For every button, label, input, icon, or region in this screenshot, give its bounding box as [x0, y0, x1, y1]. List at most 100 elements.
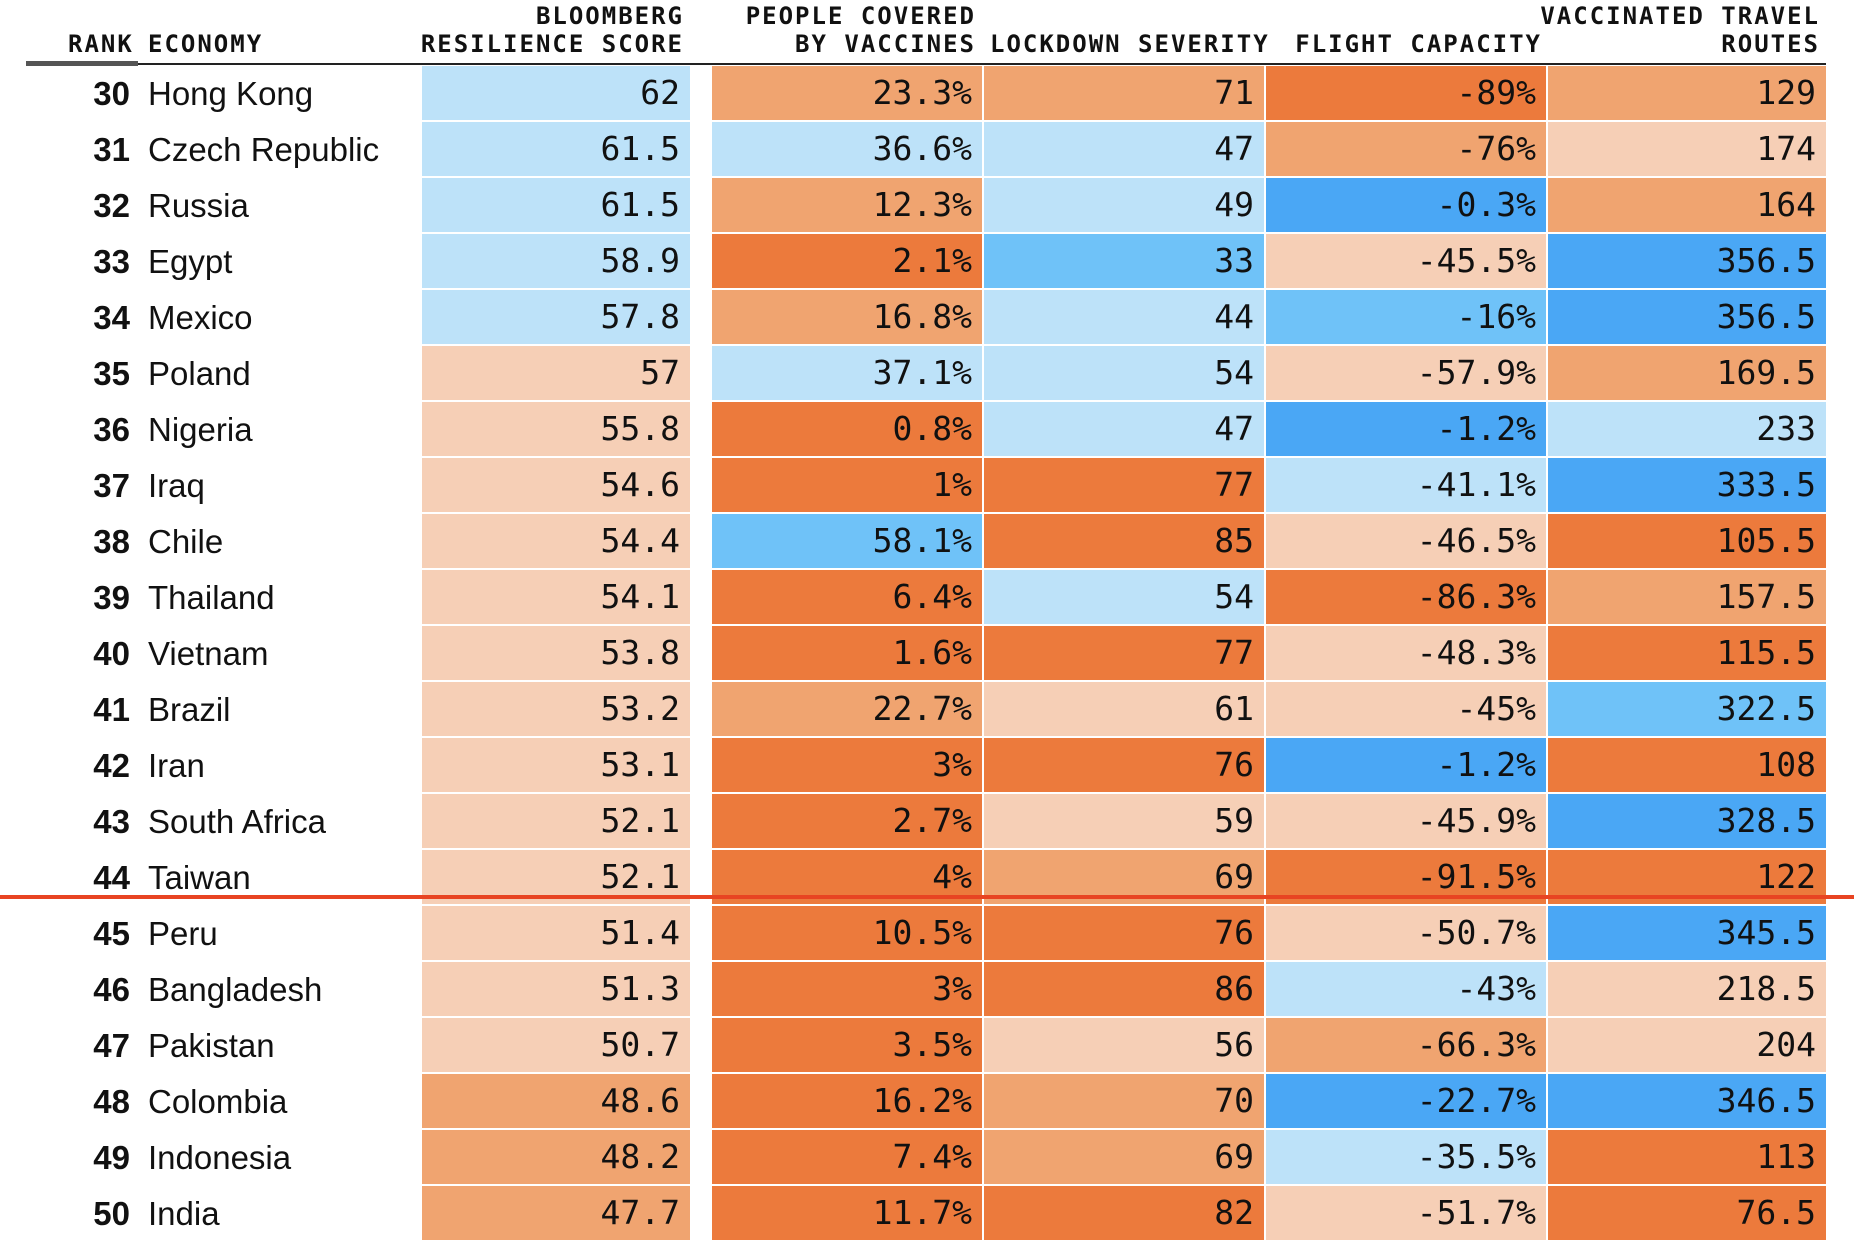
cell-vaccine-coverage: 23.3%	[712, 66, 982, 120]
cell-lockdown-severity: 54	[984, 570, 1264, 624]
cell-travel-routes: 105.5	[1548, 514, 1826, 568]
header-flight-capacity: FLIGHT CAPACITY	[1295, 30, 1542, 58]
economy-name: Vietnam	[148, 635, 269, 672]
cell-flight-capacity: -89%	[1266, 66, 1546, 120]
cell-travel-routes: 169.5	[1548, 346, 1826, 400]
cell-vaccine-coverage: 11.7%	[712, 1186, 982, 1240]
rank-number: 41	[93, 691, 130, 728]
economy-name: Pakistan	[148, 1027, 275, 1064]
cell-vaccine-coverage: 0.8%	[712, 402, 982, 456]
rank-number: 39	[93, 579, 130, 616]
table-row: 48 Colombia 48.6 16.2% 70 -22.7% 346.5	[0, 1074, 1854, 1130]
cell-lockdown-severity: 86	[984, 962, 1264, 1016]
cell-travel-routes: 356.5	[1548, 234, 1826, 288]
cell-lockdown-severity: 59	[984, 794, 1264, 848]
rank-number: 35	[93, 355, 130, 392]
rank-number: 49	[93, 1139, 130, 1176]
economy-name: Poland	[148, 355, 251, 392]
table-row: 42 Iran 53.1 3% 76 -1.2% 108	[0, 738, 1854, 794]
rank-number: 40	[93, 635, 130, 672]
table-row: 46 Bangladesh 51.3 3% 86 -43% 218.5	[0, 962, 1854, 1018]
cell-flight-capacity: -43%	[1266, 962, 1546, 1016]
cell-flight-capacity: -22.7%	[1266, 1074, 1546, 1128]
cell-vaccine-coverage: 6.4%	[712, 570, 982, 624]
rank-number: 46	[93, 971, 130, 1008]
cell-resilience-score: 61.5	[422, 178, 690, 232]
table-row: 36 Nigeria 55.8 0.8% 47 -1.2% 233	[0, 402, 1854, 458]
economy-name: Iraq	[148, 467, 205, 504]
table-row: 37 Iraq 54.6 1% 77 -41.1% 333.5	[0, 458, 1854, 514]
cell-travel-routes: 233	[1548, 402, 1826, 456]
rank-number: 45	[93, 915, 130, 952]
economy-name: Brazil	[148, 691, 231, 728]
cell-vaccine-coverage: 10.5%	[712, 906, 982, 960]
rank-number: 33	[93, 243, 130, 280]
cell-lockdown-severity: 69	[984, 1130, 1264, 1184]
cell-lockdown-severity: 54	[984, 346, 1264, 400]
table-row: 43 South Africa 52.1 2.7% 59 -45.9% 328.5	[0, 794, 1854, 850]
cell-flight-capacity: -45.5%	[1266, 234, 1546, 288]
cell-flight-capacity: -46.5%	[1266, 514, 1546, 568]
cell-vaccine-coverage: 1%	[712, 458, 982, 512]
table-row: 34 Mexico 57.8 16.8% 44 -16% 356.5	[0, 290, 1854, 346]
cell-lockdown-severity: 47	[984, 402, 1264, 456]
economy-name: Thailand	[148, 579, 275, 616]
table-row: 47 Pakistan 50.7 3.5% 56 -66.3% 204	[0, 1018, 1854, 1074]
cell-resilience-score: 50.7	[422, 1018, 690, 1072]
header-resilience-score: BLOOMBERG RESILIENCE SCORE	[380, 2, 684, 58]
cell-travel-routes: 164	[1548, 178, 1826, 232]
table-row: 32 Russia 61.5 12.3% 49 -0.3% 164	[0, 178, 1854, 234]
cell-lockdown-severity: 82	[984, 1186, 1264, 1240]
cell-lockdown-severity: 49	[984, 178, 1264, 232]
cell-vaccine-coverage: 16.2%	[712, 1074, 982, 1128]
table-row: 33 Egypt 58.9 2.1% 33 -45.5% 356.5	[0, 234, 1854, 290]
cell-flight-capacity: -86.3%	[1266, 570, 1546, 624]
header-vaccines-line2: BY VACCINES	[795, 30, 976, 58]
cell-vaccine-coverage: 22.7%	[712, 682, 982, 736]
header-lockdown-severity: LOCKDOWN SEVERITY	[990, 30, 1270, 58]
cell-flight-capacity: -1.2%	[1266, 402, 1546, 456]
header-resilience-score-line1: BLOOMBERG	[535, 2, 684, 30]
header-resilience-score-line2: RESILIENCE SCORE	[420, 30, 684, 58]
cell-travel-routes: 174	[1548, 122, 1826, 176]
cell-resilience-score: 54.1	[422, 570, 690, 624]
cell-resilience-score: 53.8	[422, 626, 690, 680]
cell-travel-routes: 129	[1548, 66, 1826, 120]
table-row: 41 Brazil 53.2 22.7% 61 -45% 322.5	[0, 682, 1854, 738]
cell-resilience-score: 47.7	[422, 1186, 690, 1240]
cell-resilience-score: 51.4	[422, 906, 690, 960]
header-travel-routes: VACCINATED TRAVEL ROUTES	[1520, 2, 1820, 58]
table-row: 49 Indonesia 48.2 7.4% 69 -35.5% 113	[0, 1130, 1854, 1186]
economy-name: Colombia	[148, 1083, 288, 1120]
economy-name: Taiwan	[148, 859, 251, 896]
header-travel-routes-line2: ROUTES	[1721, 30, 1820, 58]
header-travel-routes-line1: VACCINATED TRAVEL	[1540, 2, 1820, 30]
cell-resilience-score: 48.2	[422, 1130, 690, 1184]
cell-travel-routes: 157.5	[1548, 570, 1826, 624]
cell-vaccine-coverage: 16.8%	[712, 290, 982, 344]
cell-resilience-score: 55.8	[422, 402, 690, 456]
cell-travel-routes: 345.5	[1548, 906, 1826, 960]
table-row: 50 India 47.7 11.7% 82 -51.7% 76.5	[0, 1186, 1854, 1242]
cell-vaccine-coverage: 3%	[712, 962, 982, 1016]
rank-number: 42	[93, 747, 130, 784]
cell-resilience-score: 48.6	[422, 1074, 690, 1128]
cell-flight-capacity: -48.3%	[1266, 626, 1546, 680]
header-vaccines: PEOPLE COVERED BY VACCINES	[700, 2, 976, 58]
cell-travel-routes: 108	[1548, 738, 1826, 792]
economy-name: South Africa	[148, 803, 326, 840]
cell-flight-capacity: -50.7%	[1266, 906, 1546, 960]
rank-number: 31	[93, 131, 130, 168]
economy-name: Indonesia	[148, 1139, 292, 1176]
cell-vaccine-coverage: 58.1%	[712, 514, 982, 568]
economy-name: India	[148, 1195, 220, 1232]
economy-name: Mexico	[148, 299, 253, 336]
cell-flight-capacity: -76%	[1266, 122, 1546, 176]
table-row: 31 Czech Republic 61.5 36.6% 47 -76% 174	[0, 122, 1854, 178]
cell-flight-capacity: -66.3%	[1266, 1018, 1546, 1072]
rank-number: 30	[93, 75, 130, 112]
cell-travel-routes: 346.5	[1548, 1074, 1826, 1128]
cell-resilience-score: 58.9	[422, 234, 690, 288]
cell-travel-routes: 113	[1548, 1130, 1826, 1184]
